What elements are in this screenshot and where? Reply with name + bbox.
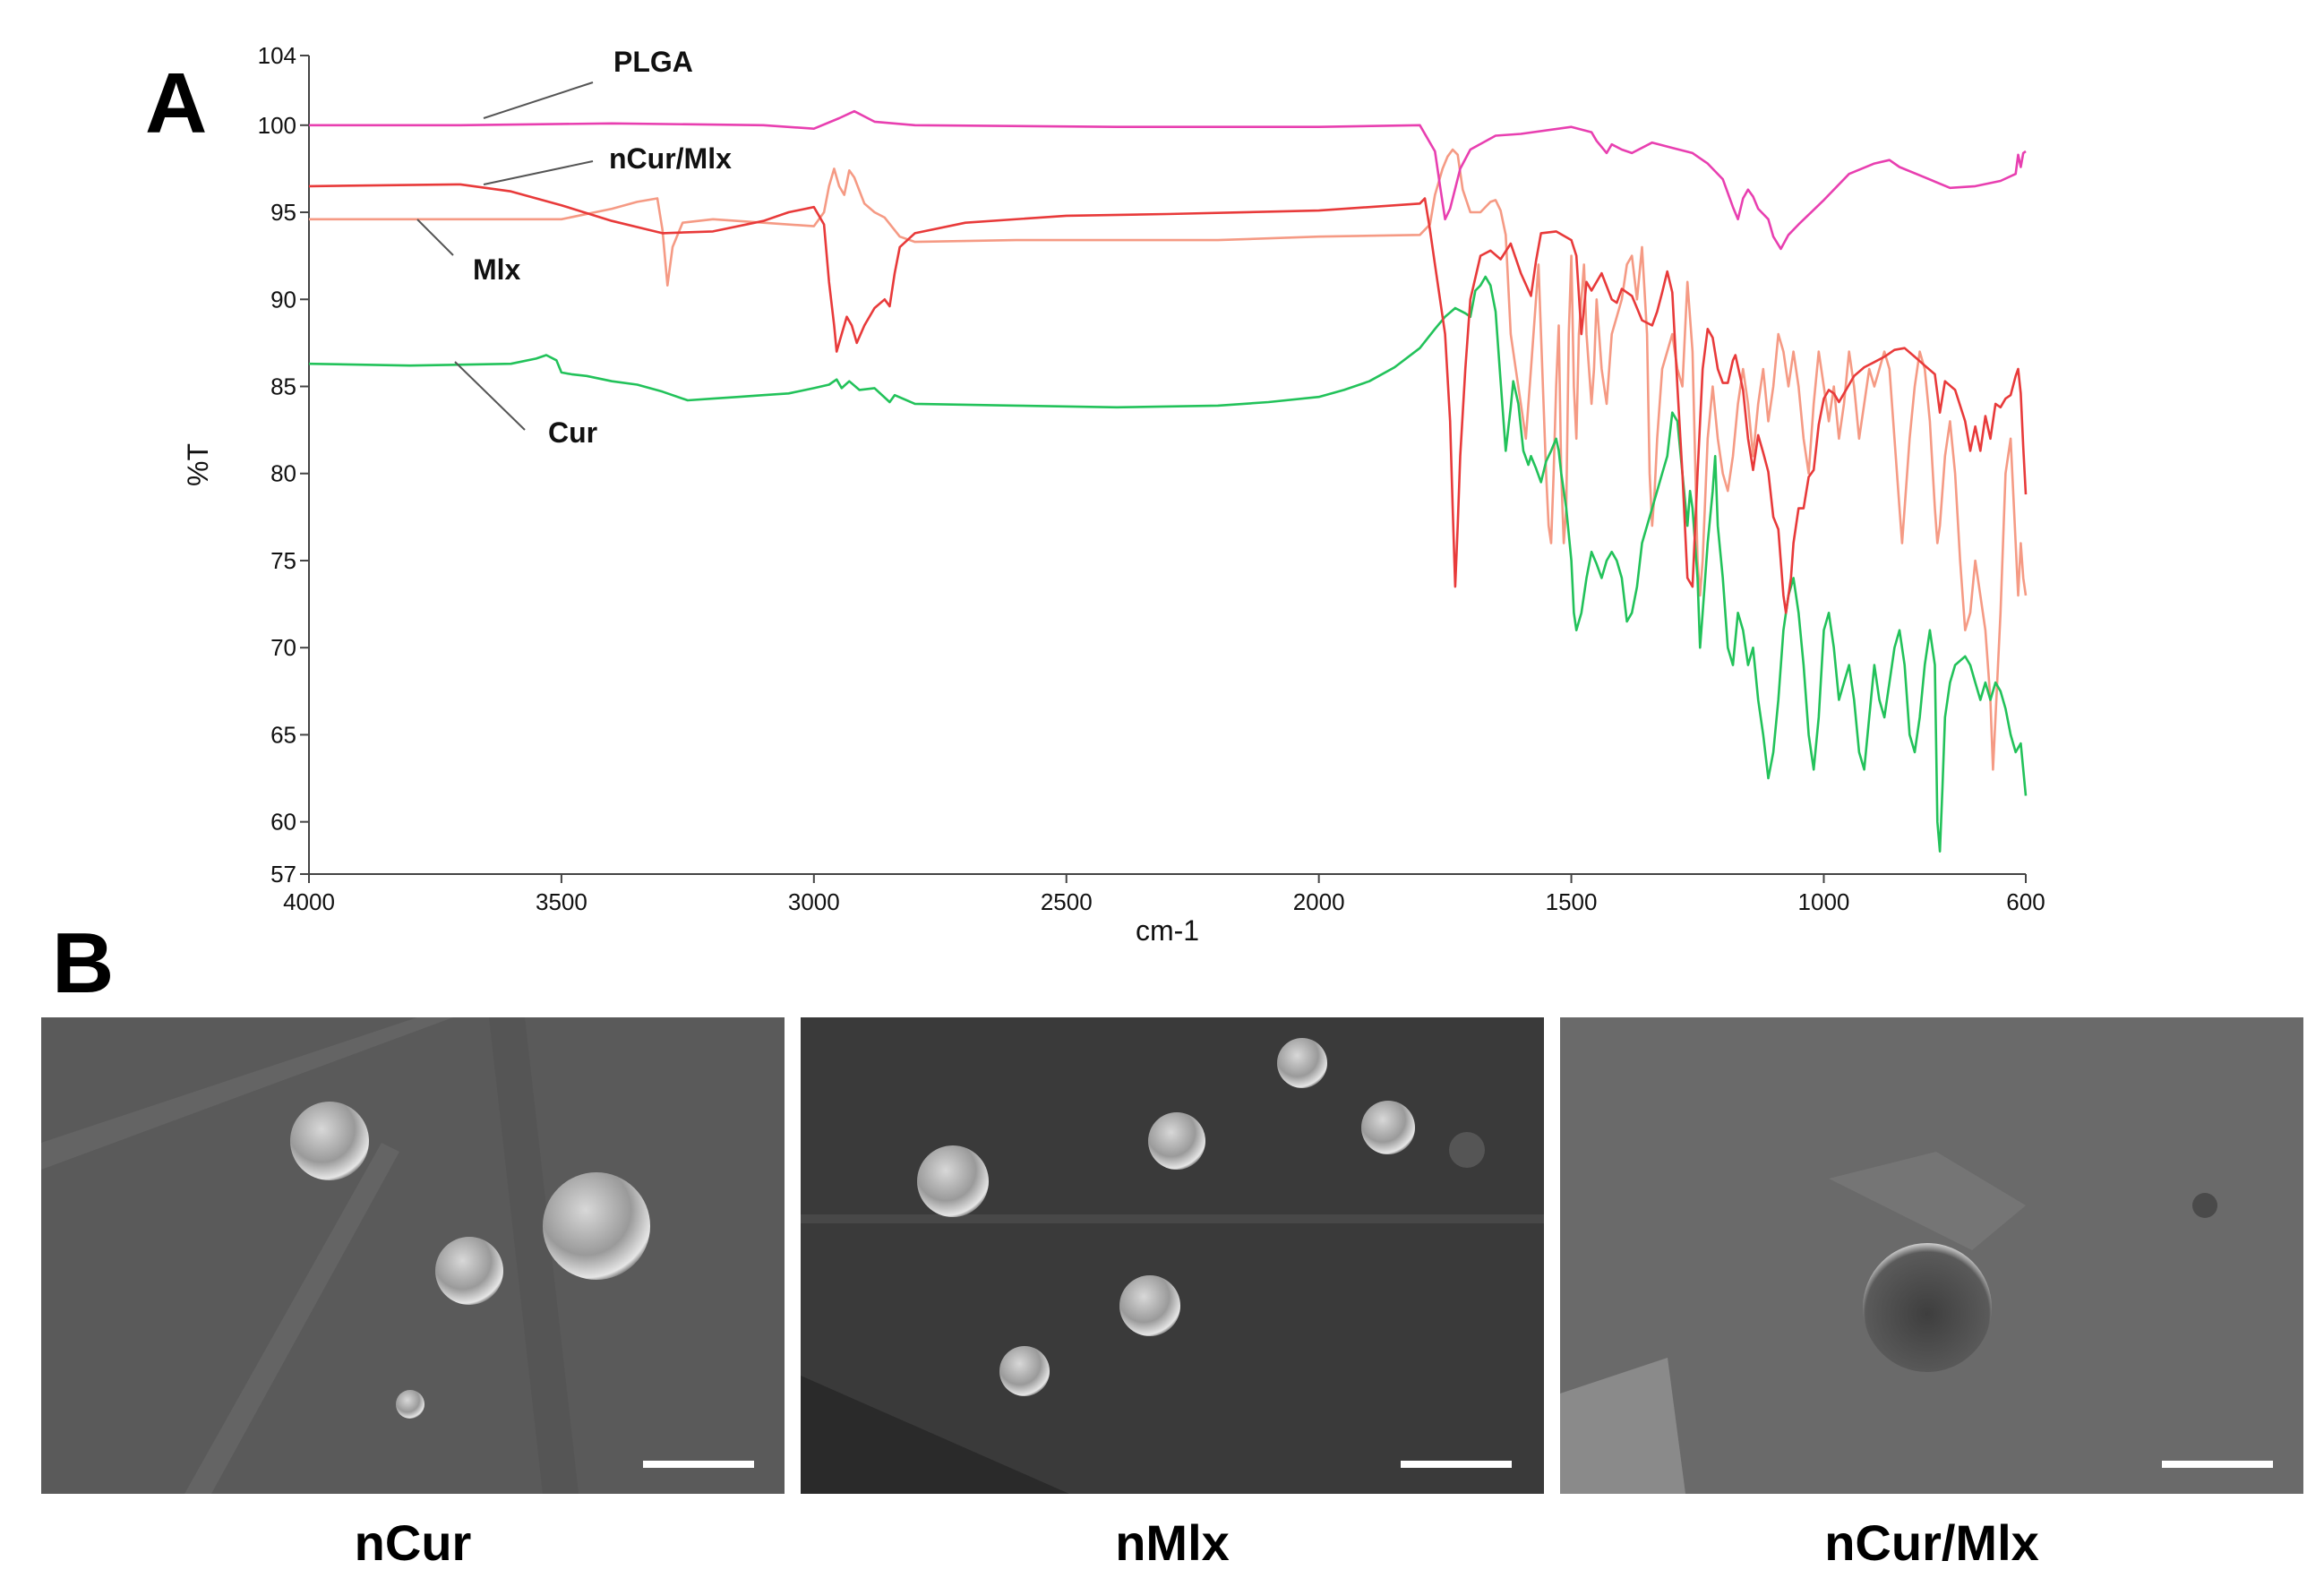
x-tick-label: 2000	[1293, 888, 1345, 915]
y-tick-label: 100	[258, 112, 296, 139]
callout-line	[454, 361, 526, 431]
x-tick-label: 2500	[1041, 888, 1093, 915]
y-tick-label: 70	[270, 634, 296, 661]
panel-label-b: B	[52, 915, 115, 1011]
series-annotation: Cur	[548, 416, 597, 449]
scale-bar	[1401, 1461, 1512, 1468]
y-tick-label: 90	[270, 286, 296, 313]
y-tick-label: 104	[258, 42, 296, 69]
series-annotation: PLGA	[613, 46, 693, 78]
y-tick-label: 85	[270, 373, 296, 399]
series-line	[309, 148, 2028, 771]
sem-image-nmlx	[801, 1017, 1544, 1494]
scale-bar	[643, 1461, 754, 1468]
x-tick-label: 1000	[1798, 888, 1850, 915]
series-annotation: Mlx	[473, 253, 521, 286]
sem-caption-ncur: nCur	[354, 1514, 472, 1571]
x-tick-label: 3000	[788, 888, 840, 915]
sem-particle	[917, 1038, 1485, 1396]
x-tick-label: 1500	[1546, 888, 1598, 915]
panel-label-a: A	[145, 56, 208, 151]
scale-bar	[2162, 1461, 2273, 1468]
sem-particle	[1863, 1193, 2217, 1372]
y-tick-label: 75	[270, 547, 296, 574]
y-tick-label: 60	[270, 809, 296, 836]
sem-particle	[290, 1102, 650, 1419]
x-axis-label: cm-1	[1136, 914, 1199, 947]
x-tick-label: 3500	[536, 888, 587, 915]
y-axis-label: %T	[182, 443, 214, 486]
series-line	[308, 183, 2028, 614]
sem-caption-nmlx: nMlx	[1115, 1514, 1230, 1571]
sem-image-ncur	[41, 1017, 785, 1494]
callout-line	[483, 160, 594, 185]
series-annotation: nCur/Mlx	[609, 142, 732, 175]
sem-image-ncur-mlx	[1560, 1017, 2303, 1494]
sem-caption-ncur-mlx: nCur/Mlx	[1824, 1514, 2039, 1571]
series-line	[308, 275, 2028, 853]
series-line	[309, 109, 2027, 251]
callout-line	[483, 81, 594, 119]
callout-line	[416, 219, 454, 256]
y-tick-label: 57	[270, 861, 296, 888]
x-tick-label: 600	[2006, 888, 2045, 915]
x-tick-label: 4000	[283, 888, 335, 915]
y-tick-label: 65	[270, 721, 296, 748]
y-tick-label: 80	[270, 460, 296, 487]
ftir-chart: 57 60 65 70 75 80 85 90 95 100 104 4000 3500 3000 2500…	[182, 42, 2045, 947]
y-tick-label: 95	[270, 199, 296, 226]
